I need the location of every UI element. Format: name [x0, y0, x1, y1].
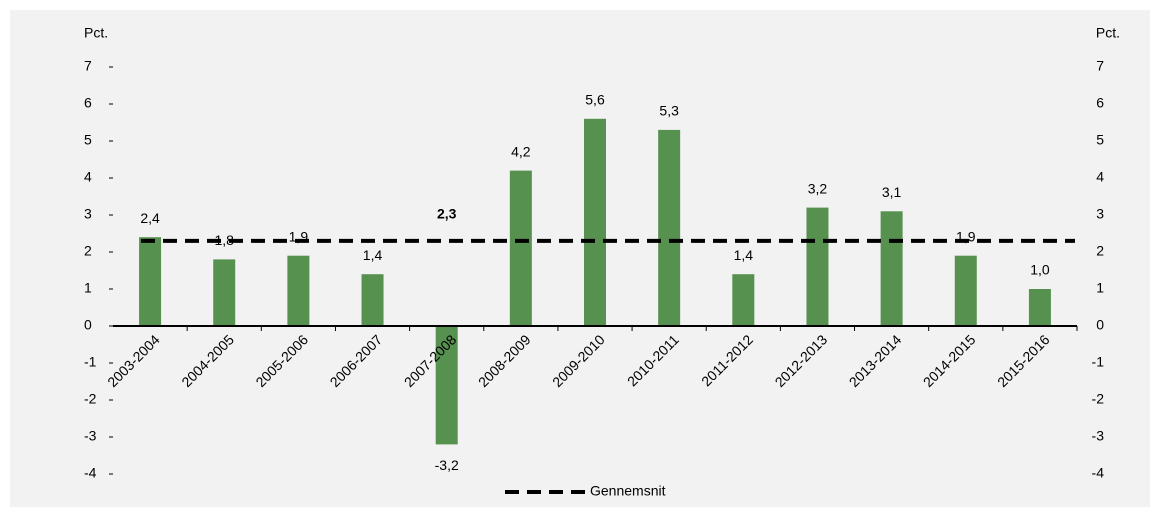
bar	[584, 118, 606, 326]
bar	[139, 237, 162, 326]
bar	[880, 211, 903, 326]
y2-tick-label: 7	[1096, 58, 1104, 74]
y-tick-label: 0	[84, 317, 92, 333]
y-tick-label: -3	[84, 428, 97, 444]
data-label: 3,2	[808, 180, 828, 196]
data-label: 5,6	[585, 92, 605, 108]
bar	[954, 255, 977, 326]
data-label: -3,2	[435, 457, 459, 473]
bar	[287, 255, 310, 326]
bar	[361, 274, 384, 326]
y2-tick-label: -3	[1092, 428, 1105, 444]
y2-tick-label: 6	[1096, 95, 1104, 111]
y-tick-label: 1	[84, 280, 92, 296]
bar	[435, 326, 458, 445]
bar	[658, 129, 681, 326]
y-tick-label: 5	[84, 132, 92, 148]
y-tick-label: -1	[84, 354, 97, 370]
data-label: 1,4	[734, 247, 754, 263]
y-tick-label: 4	[84, 169, 92, 185]
plot-background	[10, 10, 1150, 507]
y2-tick-label: -1	[1092, 354, 1105, 370]
data-label: 3,1	[882, 184, 902, 200]
bar	[732, 274, 755, 326]
y-tick-label: 3	[84, 206, 92, 222]
y-tick-label: 6	[84, 95, 92, 111]
bar	[1028, 289, 1051, 326]
legend-label: Gennemsnit	[590, 483, 666, 499]
bar	[213, 259, 236, 326]
y2-tick-label: -2	[1092, 391, 1105, 407]
y-tick-label: 7	[84, 58, 92, 74]
y2-tick-label: 0	[1096, 317, 1104, 333]
y2-tick-label: -4	[1092, 465, 1105, 481]
y-tick-label: -2	[84, 391, 97, 407]
data-label: 1,0	[1030, 262, 1050, 278]
data-label: 5,3	[659, 103, 679, 119]
y2-tick-label: 4	[1096, 169, 1104, 185]
data-label: 2,4	[140, 210, 160, 226]
data-label: 1,8	[214, 232, 234, 248]
average-label: 2,3	[437, 206, 457, 222]
y2-tick-label: 3	[1096, 206, 1104, 222]
y2-tick-label: 1	[1096, 280, 1104, 296]
data-label: 4,2	[511, 143, 531, 159]
y2-tick-label: 5	[1096, 132, 1104, 148]
y-tick-label: -4	[84, 465, 97, 481]
data-label: 1,4	[363, 247, 383, 263]
bar	[806, 207, 829, 326]
y-tick-label: 2	[84, 243, 92, 259]
y2-axis-label: Pct.	[1096, 25, 1120, 41]
y2-tick-label: 2	[1096, 243, 1104, 259]
bar	[509, 170, 532, 326]
y-axis-label: Pct.	[84, 25, 108, 41]
